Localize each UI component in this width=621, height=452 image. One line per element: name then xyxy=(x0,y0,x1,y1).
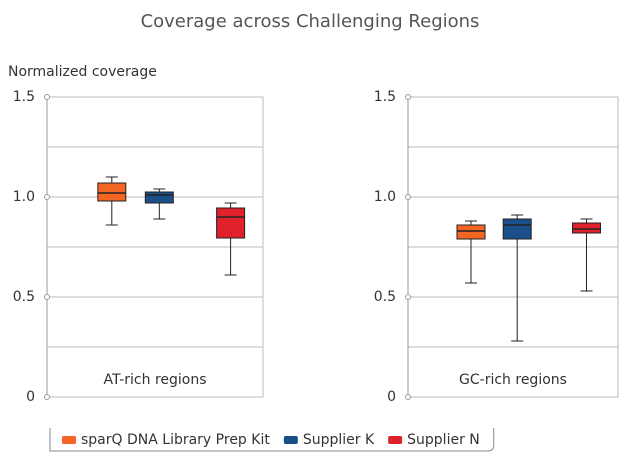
legend: sparQ DNA Library Prep Kit Supplier K Supp… xyxy=(49,428,495,452)
box xyxy=(144,191,174,204)
legend-swatch xyxy=(388,436,403,444)
y-tick-label: 1.0 xyxy=(13,189,35,205)
chart-title: Coverage across Challenging Regions xyxy=(141,11,480,32)
box xyxy=(216,207,246,239)
box xyxy=(502,218,532,240)
y-tick-label: 0.5 xyxy=(374,289,396,305)
y-tick xyxy=(44,394,50,400)
y-tick xyxy=(405,194,411,200)
legend-label: Supplier N xyxy=(407,432,480,448)
box xyxy=(456,224,486,240)
y-tick xyxy=(44,94,50,100)
y-tick-label: 1.0 xyxy=(374,189,396,205)
y-tick-label: 0 xyxy=(26,389,35,405)
box xyxy=(572,222,601,234)
legend-swatch xyxy=(283,436,298,444)
y-tick-label: 0 xyxy=(387,389,396,405)
box xyxy=(97,182,127,202)
y-axis-label: Normalized coverage xyxy=(8,64,157,80)
panel-label: AT-rich regions xyxy=(103,372,206,388)
y-tick-label: 1.5 xyxy=(13,89,35,105)
y-tick-label: 1.5 xyxy=(374,89,396,105)
y-tick xyxy=(405,394,411,400)
y-tick xyxy=(405,294,411,300)
legend-label: Supplier K xyxy=(303,432,375,448)
y-tick-label: 0.5 xyxy=(13,289,35,305)
y-tick xyxy=(44,294,50,300)
legend-swatch xyxy=(62,436,76,444)
legend-label: sparQ DNA Library Prep Kit xyxy=(81,432,270,448)
y-tick xyxy=(405,94,411,100)
legend-frame xyxy=(49,428,495,452)
y-tick xyxy=(44,194,50,200)
panel-label: GC-rich regions xyxy=(459,372,567,388)
